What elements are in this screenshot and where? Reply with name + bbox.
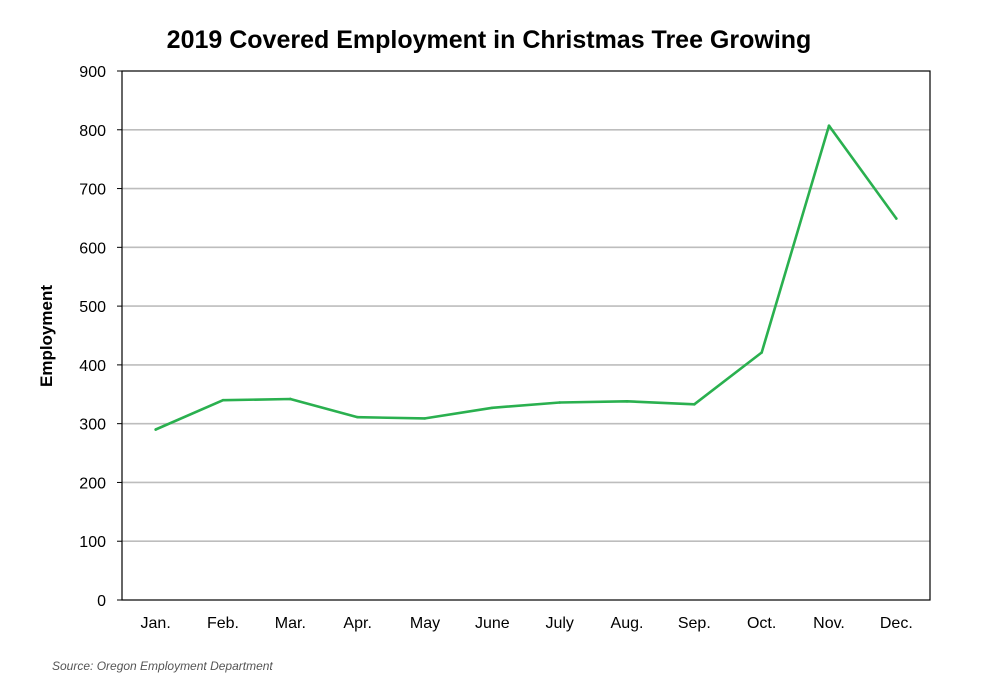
x-tick-label: Aug. — [611, 615, 644, 632]
y-axis-ticks: 0 100 200 300 400 500 600 700 800 900 — [79, 64, 122, 610]
y-tick-label: 500 — [79, 299, 106, 316]
x-tick-label: May — [410, 615, 440, 632]
data-point — [625, 400, 629, 403]
y-tick-label: 300 — [79, 417, 106, 434]
y-axis-label: Employment — [37, 285, 56, 387]
data-point — [895, 217, 898, 220]
x-tick-label: July — [545, 615, 573, 632]
x-tick-label: Sep. — [678, 615, 711, 632]
x-tick-label: Nov. — [813, 615, 845, 632]
series-line — [154, 124, 898, 431]
data-point — [221, 398, 225, 402]
source-note: Source: Oregon Employment Department — [52, 659, 273, 673]
series-layer — [154, 124, 898, 431]
data-point — [491, 406, 494, 410]
y-tick-label: 800 — [79, 123, 106, 140]
y-tick-label: 100 — [79, 534, 106, 551]
x-axis-ticks: Jan. Feb. Mar. Apr. May June July Aug. Sep. Oct. N… — [141, 615, 913, 632]
data-point — [558, 401, 561, 404]
y-tick-label: 600 — [79, 240, 106, 257]
y-tick-label: 200 — [79, 475, 106, 492]
x-tick-label: Jan. — [141, 615, 171, 632]
data-point — [693, 402, 696, 406]
chart-title: 2019 Covered Employment in Christmas Tre… — [167, 26, 812, 54]
x-tick-label: Oct. — [747, 615, 776, 632]
data-point — [289, 397, 292, 401]
data-point — [760, 351, 763, 354]
y-tick-label: 400 — [79, 358, 106, 375]
y-tick-label: 0 — [97, 593, 106, 610]
x-tick-label: Apr. — [343, 615, 371, 632]
gridlines — [122, 128, 930, 543]
x-tick-label: June — [475, 615, 510, 632]
x-tick-label: Mar. — [275, 615, 306, 632]
y-tick-label: 900 — [79, 64, 106, 81]
data-point — [154, 428, 157, 431]
data-point — [356, 415, 359, 419]
x-tick-label: Feb. — [207, 615, 239, 632]
x-tick-label: Dec. — [880, 615, 913, 632]
data-point — [423, 417, 427, 420]
plot-area — [121, 70, 931, 601]
y-tick-label: 700 — [79, 182, 106, 199]
data-point — [827, 124, 831, 127]
